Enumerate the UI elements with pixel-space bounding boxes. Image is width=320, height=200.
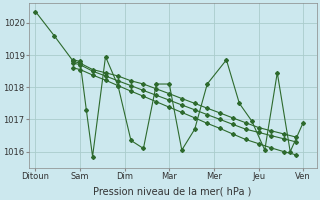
X-axis label: Pression niveau de la mer( hPa ): Pression niveau de la mer( hPa ) [93,187,252,197]
